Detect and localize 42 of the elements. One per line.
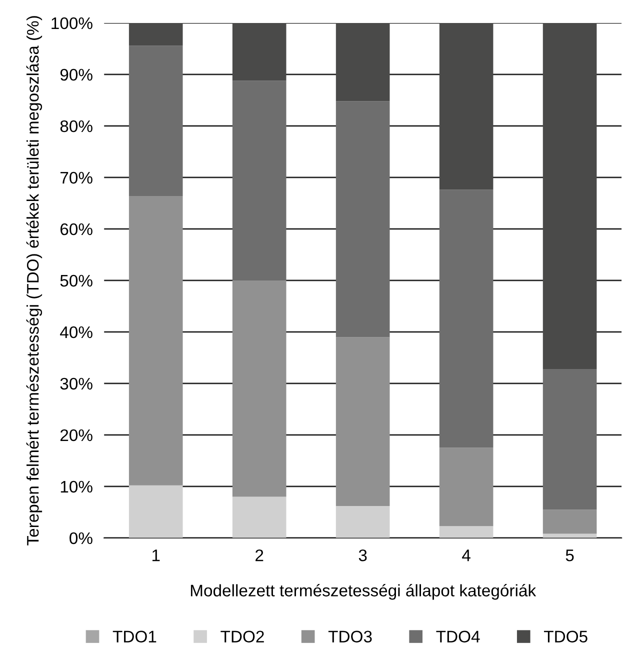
bar (128, 46, 183, 196)
bar (439, 190, 494, 448)
bar (542, 22, 597, 370)
y-tick-label: 40% (60, 326, 92, 338)
y-tick-label: 90% (60, 68, 92, 81)
x-tick-label: 3 (358, 549, 367, 562)
y-tick-label: 50% (60, 274, 92, 287)
x-axis-title: Modellezett természetességi állapot kategóriák (190, 584, 536, 600)
bar (128, 196, 183, 486)
x-tick-label: 1 (152, 550, 160, 562)
y-tick-label: 100% (52, 17, 92, 30)
legend-label: TDO5 (544, 630, 588, 642)
legend-label: TDO3 (328, 630, 372, 642)
legend-label: TDO2 (220, 630, 264, 642)
bar (439, 448, 494, 526)
bar (336, 101, 390, 338)
y-tick-label: 30% (60, 378, 92, 390)
y-tick-label: 10% (60, 480, 92, 493)
bar (232, 80, 286, 280)
x-tick-label: 4 (462, 550, 470, 562)
y-tick-label: 20% (60, 429, 92, 442)
y-tick-label: 70% (60, 172, 92, 184)
bar (336, 22, 390, 102)
y-axis-title: Terepen felmért természetességi (TDO) értékek területi megoszlása (%) (26, 16, 42, 546)
bar (542, 369, 597, 510)
bar (336, 337, 390, 506)
x-tick-label: 2 (256, 549, 264, 562)
y-tick-label: 80% (60, 120, 92, 132)
bar (232, 280, 286, 497)
bar (128, 22, 183, 46)
bar (128, 485, 183, 538)
y-tick-label: 60% (60, 223, 92, 236)
bar (439, 526, 494, 538)
bar (336, 506, 390, 538)
legend-label: TDO1 (112, 630, 156, 642)
legend-label: TDO4 (436, 630, 480, 642)
bar (542, 510, 597, 534)
bar (232, 496, 286, 538)
bar (439, 22, 494, 190)
bar (232, 22, 286, 81)
x-tick-label: 5 (566, 550, 574, 562)
y-tick-label: 0% (70, 532, 92, 544)
